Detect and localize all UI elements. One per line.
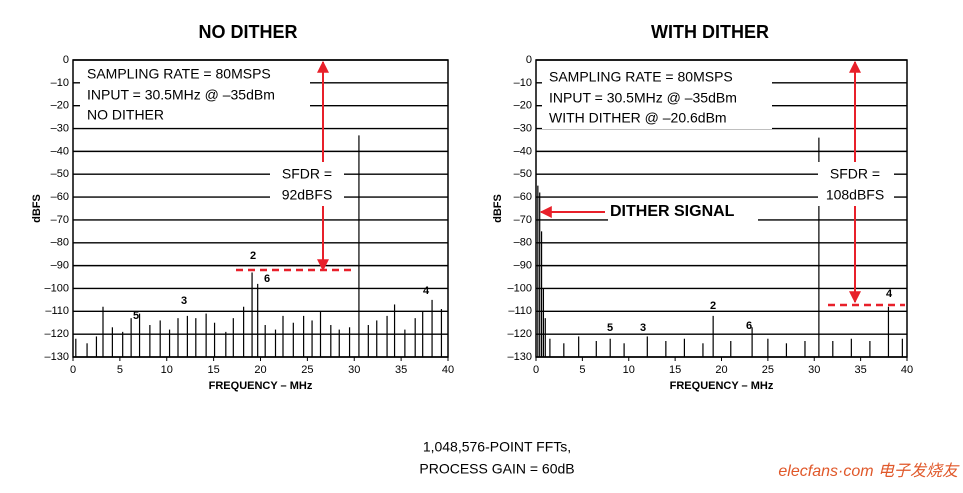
sfdr-text: SFDR = <box>830 166 880 182</box>
x-tick-label: 20 <box>254 364 266 376</box>
x-tick-label: 40 <box>442 364 454 376</box>
y-tick-label: –100 <box>508 282 532 294</box>
chart-title: WITH DITHER <box>651 22 769 42</box>
y-tick-label: –50 <box>514 168 532 180</box>
sfdr-text: 108dBFS <box>826 187 884 203</box>
x-tick-label: 20 <box>715 364 727 376</box>
x-tick-label: 35 <box>855 364 867 376</box>
x-tick-label: 25 <box>762 364 774 376</box>
x-tick-label: 40 <box>901 364 913 376</box>
y-tick-label: –90 <box>51 260 69 272</box>
harmonic-label: 5 <box>133 310 139 322</box>
harmonic-label: 4 <box>423 285 430 297</box>
y-tick-label: –30 <box>51 122 69 134</box>
watermark: elecfans·com 电子发烧友 <box>778 462 960 480</box>
y-tick-label: –40 <box>51 145 69 157</box>
y-tick-label: –70 <box>514 214 532 226</box>
info-text: SAMPLING RATE = 80MSPS <box>87 66 271 82</box>
plot-frame <box>535 59 908 358</box>
y-tick-label: –20 <box>514 100 532 112</box>
x-tick-label: 0 <box>533 364 539 376</box>
y-tick-label: –20 <box>51 100 69 112</box>
y-tick-label: –40 <box>514 145 532 157</box>
harmonic-label: 6 <box>746 320 752 332</box>
info-text: WITH DITHER @ –20.6dBm <box>549 110 727 126</box>
dither-label: DITHER SIGNAL <box>610 203 735 220</box>
x-tick-label: 10 <box>161 364 173 376</box>
x-tick-label: 5 <box>579 364 585 376</box>
y-tick-label: –110 <box>508 305 532 317</box>
y-tick-label: –120 <box>508 328 532 340</box>
info-box <box>80 62 310 126</box>
harmonic-label: 5 <box>607 322 613 334</box>
footnote: PROCESS GAIN = 60dB <box>419 461 574 477</box>
x-tick-label: 35 <box>395 364 407 376</box>
sfdr-text: 92dBFS <box>282 187 333 203</box>
y-tick-label: –30 <box>514 122 532 134</box>
plot-frame <box>72 59 449 358</box>
y-tick-label: –60 <box>51 191 69 203</box>
harmonic-label: 3 <box>181 295 187 307</box>
sfdr-box <box>270 162 344 206</box>
y-tick-label: –80 <box>51 237 69 249</box>
y-tick-label: –10 <box>514 77 532 89</box>
chart-title: NO DITHER <box>199 22 298 42</box>
y-tick-label: –120 <box>45 328 69 340</box>
footnote: 1,048,576-POINT FFTs, <box>423 439 571 455</box>
y-tick-label: –130 <box>508 351 532 363</box>
y-tick-label: 0 <box>63 54 69 66</box>
sfdr-box <box>818 162 894 206</box>
harmonic-label: 3 <box>640 322 646 334</box>
y-axis-label: dBFS <box>31 194 43 223</box>
x-axis-label: FREQUENCY – MHz <box>670 380 774 392</box>
y-tick-label: –80 <box>514 237 532 249</box>
y-tick-label: –50 <box>51 168 69 180</box>
x-axis-label: FREQUENCY – MHz <box>209 380 313 392</box>
info-text: INPUT = 30.5MHz @ –35dBm <box>87 87 275 103</box>
y-tick-label: –100 <box>45 282 69 294</box>
info-text: SAMPLING RATE = 80MSPS <box>549 69 733 85</box>
y-tick-label: –70 <box>51 214 69 226</box>
harmonic-label: 2 <box>250 250 256 262</box>
y-tick-label: –130 <box>45 351 69 363</box>
x-tick-label: 30 <box>808 364 820 376</box>
x-tick-label: 15 <box>669 364 681 376</box>
y-tick-label: –10 <box>51 77 69 89</box>
harmonic-label: 2 <box>710 300 716 312</box>
y-tick-label: –110 <box>45 305 69 317</box>
plots: NO DITHER 0 –10 –20 –30 –40 –50 –60 –70 –80 –90 –10… <box>31 22 913 392</box>
x-tick-label: 10 <box>623 364 635 376</box>
x-tick-label: 30 <box>348 364 360 376</box>
harmonic-label: 4 <box>886 288 893 300</box>
x-tick-label: 15 <box>208 364 220 376</box>
y-axis-label: dBFS <box>492 194 504 223</box>
harmonic-label: 6 <box>264 273 270 285</box>
x-tick-label: 5 <box>117 364 123 376</box>
y-tick-label: –60 <box>514 191 532 203</box>
info-text: NO DITHER <box>87 107 164 123</box>
info-text: INPUT = 30.5MHz @ –35dBm <box>549 90 737 106</box>
sfdr-text: SFDR = <box>282 166 332 182</box>
y-tick-label: 0 <box>526 54 532 66</box>
x-tick-label: 25 <box>301 364 313 376</box>
dither-label-bg <box>608 202 758 222</box>
x-tick-label: 0 <box>70 364 76 376</box>
y-tick-label: –90 <box>514 260 532 272</box>
info-box <box>542 65 772 129</box>
